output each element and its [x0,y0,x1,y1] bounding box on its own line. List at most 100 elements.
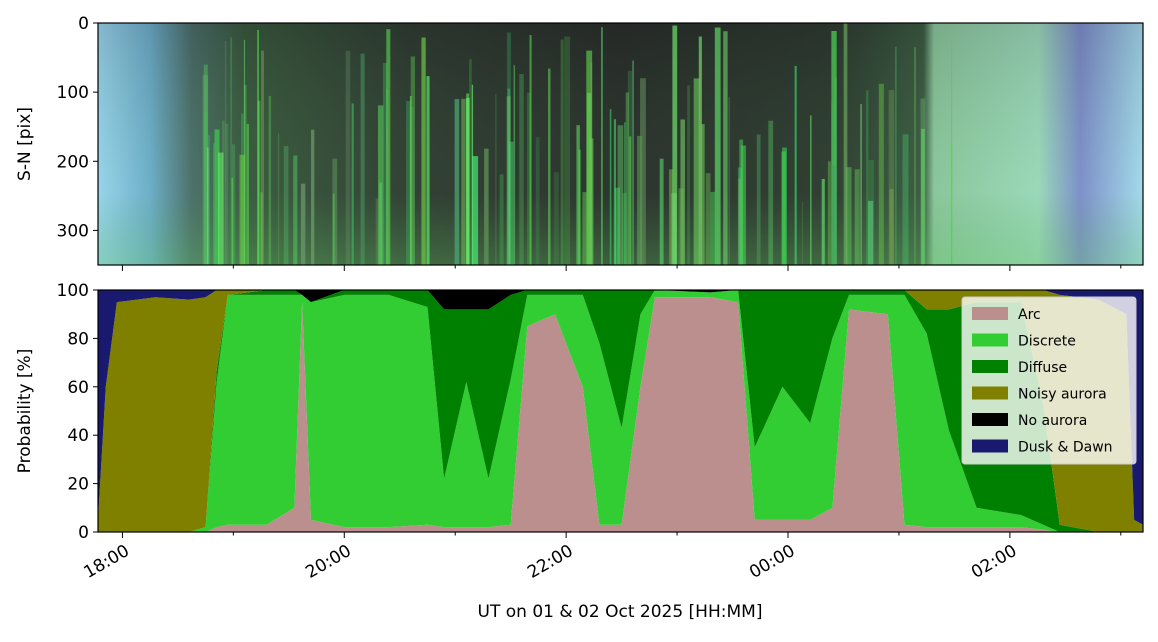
aurora-streak [710,191,715,265]
aurora-streak [332,193,335,265]
aurora-streak [860,104,862,265]
aurora-streak [507,88,511,265]
aurora-streak [293,155,298,265]
aurora-streak [629,136,632,265]
aurora-streak [495,94,497,265]
aurora-streak [614,187,620,265]
aurora-streak [506,96,511,265]
aurora-streak [466,98,470,265]
aurora-streak [821,178,825,265]
y-tick-label: 0 [78,14,89,34]
aurora-streak [756,134,761,265]
aurora-streak [202,75,209,265]
aurora-streak [231,177,234,265]
legend-swatch [972,386,1008,400]
aurora-streak [845,167,852,265]
legend-swatch [972,439,1008,453]
aurora-streak [311,129,315,265]
aurora-streak [801,201,804,265]
aurora-streak [519,74,524,265]
legend-label: Discrete [1018,334,1076,350]
aurora-streak [426,76,430,265]
aurora-streak [914,47,917,265]
legend-label: Dusk & Dawn [1018,440,1113,456]
legend-swatch [972,360,1008,373]
aurora-streak [669,169,674,265]
area-series [98,297,1143,532]
x-tick-label: 18:00 [80,541,132,583]
aurora-streak [207,135,210,265]
aurora-streak [508,141,514,265]
aurora-streak [213,143,215,265]
aurora-streak [421,37,426,265]
y-tick-label: 60 [67,378,89,398]
legend-label: No aurora [1018,413,1087,429]
aurora-streak [260,192,263,265]
aurora-streak [207,147,209,265]
y-tick-label: 40 [67,426,89,446]
aurora-streak [246,123,249,265]
aurora-streak [239,154,246,265]
aurora-streak [768,120,774,265]
aurora-streak [739,139,744,265]
aurora-streak [866,90,869,265]
aurora-streak [576,125,580,265]
aurora-streak [203,64,208,265]
aurora-streak [831,30,837,265]
x-tick-label: 22:00 [524,541,576,583]
aurora-streak [687,85,691,265]
y-tick-label: 100 [57,281,89,301]
aurora-streak [300,183,306,265]
aurora-streak [484,148,489,265]
aurora-streak [578,149,581,265]
aurora-streak [617,125,624,265]
aurora-streak [410,56,416,265]
legend-label: Diffuse [1018,360,1067,376]
y-tick-label: 0 [78,523,89,543]
aurora-streak [268,95,272,265]
aurora-streak [782,147,787,265]
aurora-streak [461,98,466,265]
aurora-streak [230,37,233,265]
aurora-streak [609,109,612,265]
y-tick-label: 80 [67,329,89,349]
aurora-streak [375,198,381,265]
aurora-streak [529,35,532,265]
bottom-y-label: Probability [%] [15,349,35,474]
aurora-streak [831,102,837,265]
aurora-streak [454,99,460,265]
aurora-streak [613,119,617,265]
y-tick-label: 20 [67,475,89,495]
aurora-streak [868,200,874,265]
aurora-streak [834,77,838,265]
aurora-streak [672,25,678,265]
aurora-streak [231,144,236,265]
y-tick-label: 100 [57,83,89,103]
aurora-streak [351,103,354,265]
aurora-streak [469,59,472,265]
aurora-streak [260,50,265,265]
aurora-streak [621,193,627,265]
aurora-streak [257,29,260,265]
aurora-streak [625,92,630,265]
legend-swatch [972,413,1008,426]
legend-label: Noisy aurora [1018,387,1107,403]
y-tick-label: 200 [57,152,89,172]
aurora-streak [526,92,531,265]
x-tick-label: 02:00 [968,541,1020,583]
aurora-streak [888,90,895,265]
aurora-streak [854,169,860,265]
aurora-streak [741,145,746,265]
aurora-streak [895,46,897,265]
aurora-streak [582,192,587,265]
aurora-streak [553,172,559,265]
aurora-streak [827,161,831,265]
bottom-frame [97,289,1144,533]
aurora-streak [889,188,894,265]
aurora-streak [624,122,626,265]
aurora-streak [699,53,702,265]
aurora-streak [535,137,540,265]
aurora-streak [382,62,388,265]
aurora-streak [406,101,411,265]
